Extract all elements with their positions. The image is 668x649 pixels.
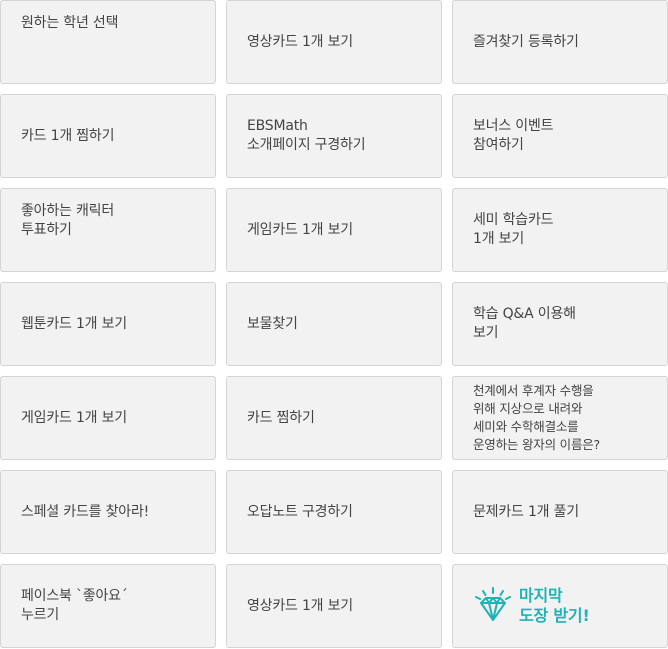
mission-card-wrong-note[interactable]: 오답노트 구경하기: [226, 470, 442, 554]
mission-card-special-card[interactable]: 스페셜 카드를 찾아라!: [0, 470, 216, 554]
mission-label: 보물찾기: [247, 315, 298, 332]
mission-card-treasure-hunt[interactable]: 보물찾기: [226, 282, 442, 366]
mission-label: 스페셜 카드를 찾아라!: [21, 503, 150, 520]
mission-card-webtoon-card[interactable]: 웹툰카드 1개 보기: [0, 282, 216, 366]
mission-card-favorite-card[interactable]: 카드 1개 찜하기: [0, 94, 216, 178]
mission-label: 웹툰카드 1개 보기: [21, 315, 127, 332]
final-stamp-label: 마지막 도장 받기!: [519, 586, 590, 625]
mission-card-facebook-like[interactable]: 페이스북 `좋아요´ 누르기: [0, 564, 216, 648]
mission-label: 영상카드 1개 보기: [247, 597, 353, 614]
mission-label: 천계에서 후계자 수행을 위해 지상으로 내려와 세미와 수학해결소를 운영하는…: [473, 383, 600, 452]
mission-label: 즐겨찾기 등록하기: [473, 33, 579, 50]
mission-card-save-card[interactable]: 카드 찜하기: [226, 376, 442, 460]
mission-card-watch-video[interactable]: 영상카드 1개 보기: [226, 0, 442, 84]
mission-card-bonus-event[interactable]: 보너스 이벤트 참여하기: [452, 94, 668, 178]
mission-card-solve-problem[interactable]: 문제카드 1개 풀기: [452, 470, 668, 554]
mission-label: 페이스북 `좋아요´ 누르기: [21, 588, 128, 623]
mission-label: EBSMath 소개페이지 구경하기: [247, 118, 366, 153]
mission-label: 문제카드 1개 풀기: [473, 503, 579, 520]
diamond-icon: [475, 587, 511, 621]
mission-card-game-card-2[interactable]: 게임카드 1개 보기: [0, 376, 216, 460]
final-stamp-card[interactable]: 마지막 도장 받기!: [452, 564, 668, 648]
mission-label: 보너스 이벤트 참여하기: [473, 118, 554, 153]
mission-label: 카드 1개 찜하기: [21, 127, 115, 144]
mission-label: 오답노트 구경하기: [247, 503, 353, 520]
mission-card-quiz-prince[interactable]: 천계에서 후계자 수행을 위해 지상으로 내려와 세미와 수학해결소를 운영하는…: [452, 376, 668, 460]
mission-label: 카드 찜하기: [247, 409, 315, 426]
mission-label: 영상카드 1개 보기: [247, 33, 353, 50]
mission-card-select-grade[interactable]: 원하는 학년 선택: [0, 0, 216, 84]
mission-card-intro-page[interactable]: EBSMath 소개페이지 구경하기: [226, 94, 442, 178]
mission-card-watch-video-2[interactable]: 영상카드 1개 보기: [226, 564, 442, 648]
mission-label: 게임카드 1개 보기: [247, 221, 353, 238]
mission-label: 좋아하는 캐릭터 투표하기: [21, 203, 115, 238]
mission-label: 세미 학습카드 1개 보기: [473, 212, 554, 247]
mission-card-qna[interactable]: 학습 Q&A 이용해 보기: [452, 282, 668, 366]
mission-label: 원하는 학년 선택: [21, 15, 119, 31]
mission-card-game-card[interactable]: 게임카드 1개 보기: [226, 188, 442, 272]
mission-label: 학습 Q&A 이용해 보기: [473, 306, 576, 341]
mission-label: 게임카드 1개 보기: [21, 409, 127, 426]
mission-card-semi-study-card[interactable]: 세미 학습카드 1개 보기: [452, 188, 668, 272]
mission-card-bookmark[interactable]: 즐겨찾기 등록하기: [452, 0, 668, 84]
mission-card-character-vote[interactable]: 좋아하는 캐릭터 투표하기: [0, 188, 216, 272]
